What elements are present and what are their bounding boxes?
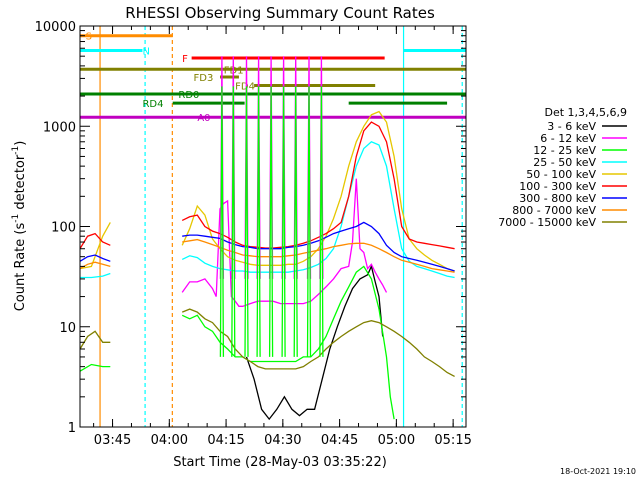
- state-bar-label-rd0-7: RD0: [178, 90, 199, 101]
- series-800-7000-kev-seg-0: [79, 261, 111, 270]
- spike-1-0: [219, 86, 225, 357]
- series-12-25-kev-seg-0: [79, 363, 111, 372]
- series-6-12-kev-seg-0: [181, 178, 388, 307]
- series-100-300-kev-seg-1: [181, 121, 455, 250]
- legend-label-100-300-kev: 100 - 300 keV: [519, 180, 596, 193]
- spike-1-6: [293, 86, 298, 357]
- legend-label-3-6-kev: 3 - 6 keV: [547, 120, 596, 133]
- x-tick-label-04-15: 04:15: [207, 433, 244, 448]
- x-tick-label-05-15: 05:15: [434, 433, 471, 448]
- y-tick-label-1: 1: [68, 421, 76, 436]
- legend-label-7000-15000-kev: 7000 - 15000 keV: [498, 216, 596, 229]
- state-bar-label-fd4-6: FD4: [235, 81, 255, 92]
- y-tick-label-10: 10: [59, 321, 76, 336]
- x-tick-label-04-45: 04:45: [321, 433, 358, 448]
- legend-label-6-12-kev: 6 - 12 keV: [540, 132, 596, 145]
- legend-label-800-7000-kev: 800 - 7000 keV: [512, 204, 596, 217]
- state-bar-label-f-3: F: [182, 54, 188, 65]
- spike-1-1: [231, 86, 236, 357]
- spike-1-4: [268, 86, 274, 357]
- legend-title: Det 1,3,4,5,6,9: [544, 106, 627, 119]
- x-tick-label-03-45: 03:45: [94, 433, 131, 448]
- series-3-6-kev-seg-0: [245, 264, 384, 421]
- state-bar-label-s-0: S: [86, 32, 92, 43]
- y-axis-ticks: 1 10 100 1000 10000: [35, 20, 466, 436]
- series-12-25-kev-seg-1: [181, 265, 395, 420]
- spike-1-8: [319, 86, 324, 357]
- state-bar-label-fd3-5: FD3: [194, 73, 214, 84]
- series-7000-15000-kev-seg-1: [181, 308, 455, 377]
- count-rate-series: [79, 110, 455, 421]
- legend-label-25-50-kev: 25 - 50 keV: [533, 156, 596, 169]
- chart-title: RHESSI Observing Summary Count Rates: [125, 4, 435, 22]
- x-tick-label-04-30: 04:30: [264, 433, 301, 448]
- y-axis-label-part-1: Count Rate (s: [13, 223, 28, 312]
- attenuator-spikes: [219, 56, 324, 357]
- series-100-300-kev-seg-0: [79, 232, 111, 250]
- y-axis-label-exp-1: -1: [11, 214, 21, 223]
- x-axis-label: Start Time (28-May-03 03:35:22): [173, 455, 387, 470]
- spike-1-7: [306, 86, 312, 357]
- series-800-7000-kev-seg-1: [182, 238, 455, 273]
- spike-1-5: [281, 86, 286, 357]
- y-axis-label: Count Rate (s-1 detector-1): [11, 141, 28, 312]
- x-axis-ticks: 03:45 04:00 04:15 04:30 04:45 05:00 05:15: [93, 26, 472, 448]
- y-axis-label-part-2: detector: [13, 154, 28, 214]
- x-tick-label-05-00: 05:00: [378, 433, 415, 448]
- state-bar-label-rd4-8: RD4: [142, 99, 163, 110]
- series-50-100-kev-seg-0: [79, 222, 111, 270]
- x-tick-label-04-00: 04:00: [151, 433, 188, 448]
- legend-label-50-100-kev: 50 - 100 keV: [526, 168, 596, 181]
- y-tick-label-10000: 10000: [35, 20, 76, 35]
- legend-label-12-25-kev: 12 - 25 keV: [533, 144, 596, 157]
- series-300-800-kev-seg-0: [79, 254, 111, 262]
- series-25-50-kev-seg-1: [181, 141, 455, 279]
- legend-label-300-800-kev: 300 - 800 keV: [519, 192, 596, 205]
- y-tick-label-1000: 1000: [43, 120, 76, 135]
- footer-timestamp: 18-Oct-2021 19:10: [560, 467, 636, 476]
- y-axis-label-exp-2: -1: [11, 146, 21, 155]
- state-bar-label-n-1: N: [142, 46, 149, 57]
- spike-1-3: [256, 86, 261, 357]
- spike-1-2: [244, 86, 249, 357]
- series-7000-15000-kev-seg-0: [79, 330, 111, 350]
- state-bar-label-a0-10: A0: [197, 113, 210, 124]
- series-300-800-kev-seg-1: [182, 221, 455, 272]
- series-25-50-kev-seg-0: [80, 272, 111, 279]
- y-axis-label-part-3: ): [13, 141, 28, 146]
- y-tick-label-100: 100: [51, 221, 76, 236]
